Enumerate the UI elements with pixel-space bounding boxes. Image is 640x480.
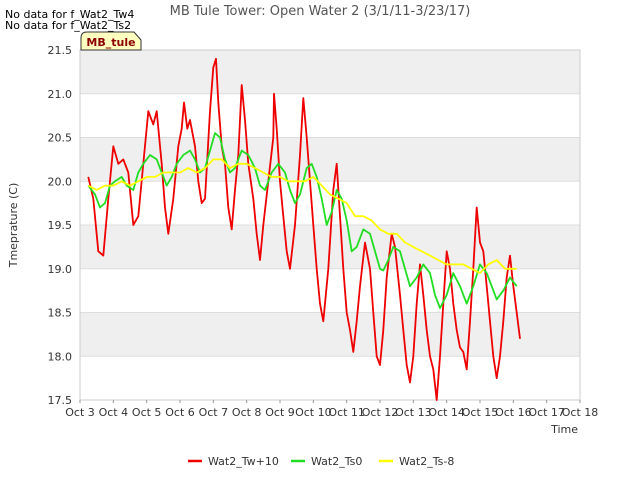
plot-band [80, 137, 580, 182]
y-axis-label: Tmeprature (C) [7, 183, 20, 269]
legend-label: Wat2_Ts-8 [399, 455, 454, 468]
y-tick-label: 17.5 [48, 394, 73, 407]
plot-border [79, 49, 581, 401]
y-tick-label: 19.5 [48, 219, 73, 232]
series-line-wat2-tw-10 [87, 57, 521, 401]
badge-label: MB_tule [86, 36, 135, 49]
plot-band [80, 50, 580, 94]
x-axis-label: Time [550, 423, 578, 436]
series-line-wat2-ts-8 [87, 158, 517, 274]
legend-label: Wat2_Ts0 [311, 455, 362, 468]
series-group [87, 57, 521, 401]
station-badge: MB_tule [80, 31, 142, 51]
x-tick-label: Oct 12 [362, 406, 399, 419]
y-tick-label: 19.0 [48, 263, 73, 276]
y-tick-label: 20.5 [48, 132, 73, 145]
x-tick-label: Oct 9 [265, 406, 295, 419]
x-tick-label: Oct 16 [495, 406, 532, 419]
y-axis-ticks: 17.5 18.0 18.5 19.0 19.5 20.0 20.5 21.0 21.5 [48, 44, 73, 407]
plot-band [80, 312, 580, 357]
x-tick-label: Oct 3 [65, 406, 95, 419]
x-tick-label: Oct 5 [132, 406, 162, 419]
y-tick-label: 18.5 [48, 307, 73, 320]
x-tick-label: Oct 15 [462, 406, 499, 419]
x-tick-label: Oct 14 [428, 406, 465, 419]
x-tick-label: Oct 13 [395, 406, 432, 419]
x-tick-label: Oct 11 [328, 406, 365, 419]
chart-title: MB Tule Tower: Open Water 2 (3/1/11-3/23… [170, 4, 471, 19]
x-tick-label: Oct 7 [199, 406, 229, 419]
legend-label: Wat2_Tw+10 [208, 455, 279, 468]
x-axis-ticks: Oct 3 Oct 4 Oct 5 Oct 6 Oct 7 Oct 8 Oct 9 Oct 1… [65, 400, 598, 419]
x-tick-label: Oct 10 [295, 406, 332, 419]
y-tick-label: 21.0 [48, 88, 73, 101]
y-tick-label: 18.0 [48, 350, 73, 363]
no-data-note-1: No data for f_Wat2_Tw4 [5, 8, 134, 21]
no-data-note-2: No data for f_Wat2_Ts2 [5, 19, 131, 32]
y-tick-label: 20.0 [48, 175, 73, 188]
x-tick-label: Oct 8 [232, 406, 262, 419]
x-tick-label: Oct 18 [562, 406, 599, 419]
x-tick-label: Oct 4 [99, 406, 129, 419]
badge-shape [80, 31, 142, 51]
x-tick-label: Oct 6 [165, 406, 195, 419]
y-tick-label: 21.5 [48, 44, 73, 57]
legend: Wat2_Tw+10 Wat2_Ts0 Wat2_Ts-8 [188, 455, 454, 468]
x-tick-label: Oct 17 [528, 406, 565, 419]
